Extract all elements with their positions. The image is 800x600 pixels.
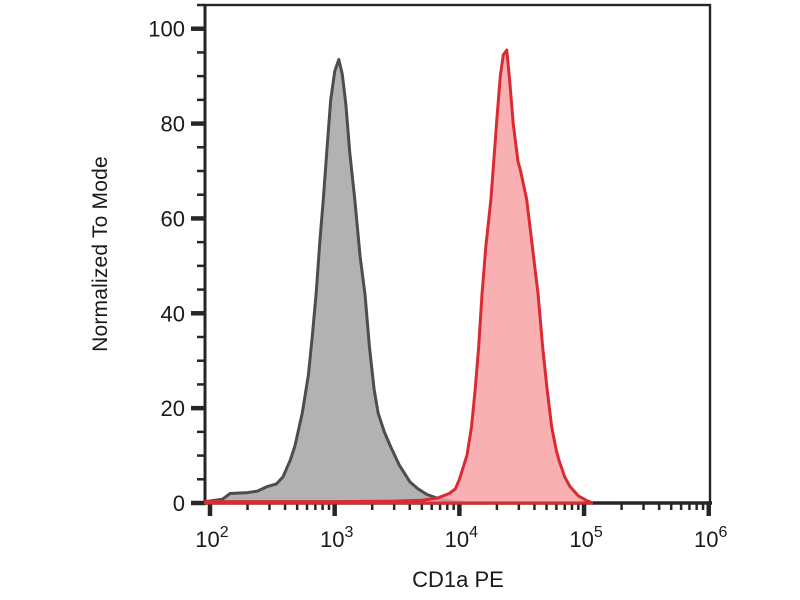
x-axis-label: CD1a PE bbox=[412, 567, 504, 592]
x-tick-label: 106 bbox=[694, 524, 727, 552]
y-tick-label: 60 bbox=[161, 206, 185, 231]
y-axis-label: Normalized To Mode bbox=[89, 156, 112, 352]
x-tick-label: 102 bbox=[195, 524, 228, 552]
plot-frame bbox=[203, 3, 712, 505]
y-axis-ticks: 0 20 40 60 80 100 bbox=[148, 3, 205, 516]
y-tick-label: 100 bbox=[148, 17, 185, 42]
y-tick-label: 80 bbox=[161, 112, 185, 137]
x-axis-ticks: 102 103 104 105 106 bbox=[195, 503, 728, 552]
y-tick-label: 40 bbox=[161, 301, 185, 326]
x-tick-label: 105 bbox=[569, 524, 602, 552]
y-tick-label: 20 bbox=[161, 396, 185, 421]
axes: 0 20 40 60 80 100 102 103 104 105 106 bbox=[148, 3, 728, 552]
y-tick-label: 0 bbox=[173, 491, 185, 516]
x-tick-label: 104 bbox=[445, 524, 478, 552]
red-peak-curve bbox=[204, 48, 594, 505]
gray-peak-curve bbox=[204, 58, 466, 505]
x-tick-label: 103 bbox=[320, 524, 353, 552]
